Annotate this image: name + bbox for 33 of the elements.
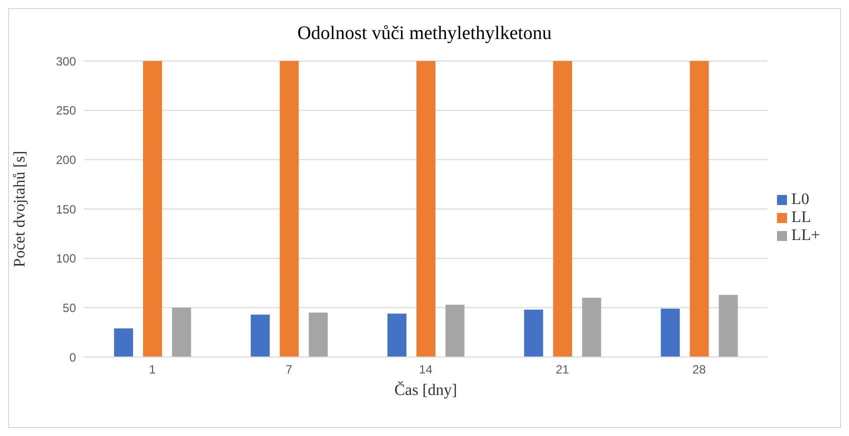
bar: [143, 61, 162, 357]
bar: [553, 61, 572, 357]
bar: [172, 308, 192, 357]
bar: [660, 308, 680, 357]
bar: [387, 314, 406, 357]
chart-title: Odolnost vůči methylethylketonu: [296, 23, 553, 45]
y-tick-label: 250: [56, 104, 76, 118]
bar: [445, 304, 464, 357]
x-tick-label: 21: [556, 362, 570, 377]
bar: [718, 294, 738, 357]
y-tick-label: 100: [56, 252, 76, 266]
y-tick-label: 150: [56, 202, 76, 216]
y-tick-label: 300: [56, 54, 76, 68]
legend-label: LL+: [791, 227, 820, 244]
x-tick-label: 1: [149, 362, 156, 377]
legend-label: L0: [791, 191, 810, 208]
y-axis-title: Počet dvojtahů [s]: [12, 150, 29, 268]
bar: [250, 314, 270, 357]
bar: [114, 328, 134, 357]
bar: [308, 312, 328, 357]
x-tick-label: 14: [419, 362, 433, 377]
bar: [280, 61, 299, 357]
x-tick-label: 28: [692, 362, 706, 377]
y-tick-label: 200: [56, 152, 76, 167]
bar: [524, 310, 544, 357]
y-tick-label: 50: [62, 300, 76, 315]
x-tick-label: 7: [286, 362, 293, 377]
x-axis-title: Čas [dny]: [394, 381, 458, 399]
y-tick-label: 0: [69, 350, 76, 364]
legend-label: LL: [791, 209, 811, 226]
bar: [416, 61, 436, 357]
bar: [582, 298, 602, 357]
bar: [690, 61, 709, 357]
